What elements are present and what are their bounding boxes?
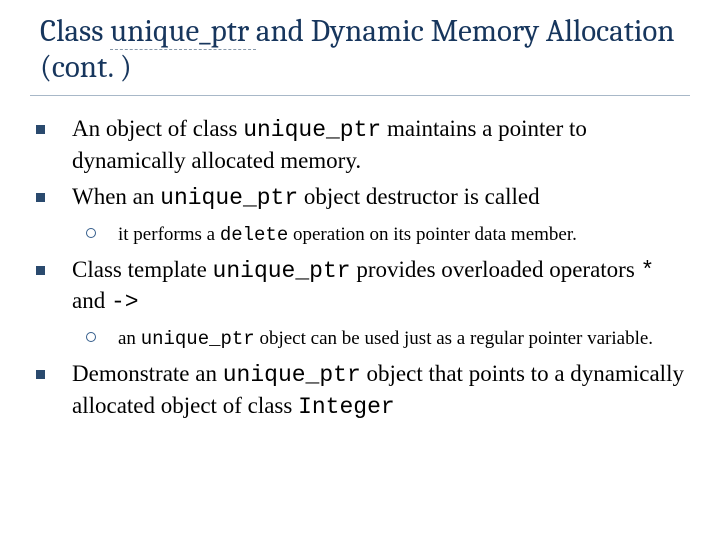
code-span: unique_ptr bbox=[223, 362, 361, 388]
code-span: Integer bbox=[298, 394, 395, 420]
code-span: * bbox=[641, 258, 655, 284]
bullet-item: Demonstrate an unique_ptr object that po… bbox=[32, 359, 690, 423]
text-span: an bbox=[118, 328, 141, 349]
circle-bullet-icon bbox=[86, 228, 96, 238]
slide-title: Class unique_ptr and Dynamic Memory Allo… bbox=[30, 14, 690, 96]
text-span: object bbox=[255, 328, 311, 349]
sub-bullet-text: it performs a delete operation on its po… bbox=[118, 224, 577, 245]
text-span: Demonstrate an bbox=[72, 361, 223, 386]
slide-content: An object of class unique_ptr maintains … bbox=[30, 100, 690, 423]
sub-bullet-text: an unique_ptr object can be used just as… bbox=[118, 328, 653, 349]
square-bullet-icon bbox=[36, 370, 45, 379]
text-span: and bbox=[72, 288, 111, 313]
code-span: unique_ptr bbox=[141, 328, 255, 350]
code-span: delete bbox=[220, 224, 288, 246]
bullet-item: An object of class unique_ptr maintains … bbox=[32, 114, 690, 176]
bullet-list: An object of class unique_ptr maintains … bbox=[30, 114, 690, 423]
bullet-text: Demonstrate an unique_ptr object that po… bbox=[72, 361, 684, 418]
text-span: When an bbox=[72, 184, 160, 209]
square-bullet-icon bbox=[36, 193, 45, 202]
text-span: unique_ptr bbox=[110, 13, 256, 50]
code-span: unique_ptr bbox=[243, 117, 381, 143]
code-span: unique_ptr bbox=[160, 185, 298, 211]
text-span: operation on its pointer data member. bbox=[288, 224, 577, 245]
sub-bullet-item: an unique_ptr object can be used just as… bbox=[80, 326, 690, 353]
bullet-item: Class template unique_ptr provides overl… bbox=[32, 255, 690, 353]
bullet-text: When an unique_ptr object destructor is … bbox=[72, 184, 540, 209]
text-span: object destructor is called bbox=[298, 184, 539, 209]
sub-bullet-list: it performs a delete operation on its po… bbox=[72, 222, 690, 249]
text-span: Class template bbox=[72, 257, 213, 282]
square-bullet-icon bbox=[36, 125, 45, 134]
text-span: provides overloaded operators bbox=[351, 257, 641, 282]
sub-bullet-list: an unique_ptr object can be used just as… bbox=[72, 326, 690, 353]
text-span: can be used just as a regular pointer va… bbox=[311, 328, 653, 349]
code-span: unique_ptr bbox=[213, 258, 351, 284]
code-span: -> bbox=[111, 289, 139, 315]
text-span: An object of class bbox=[72, 116, 243, 141]
text-span: Class bbox=[40, 13, 110, 49]
slide: Class unique_ptr and Dynamic Memory Allo… bbox=[0, 0, 720, 540]
bullet-item: When an unique_ptr object destructor is … bbox=[32, 182, 690, 249]
sub-bullet-item: it performs a delete operation on its po… bbox=[80, 222, 690, 249]
bullet-text: Class template unique_ptr provides overl… bbox=[72, 257, 654, 314]
text-span: it performs a bbox=[118, 224, 220, 245]
square-bullet-icon bbox=[36, 266, 45, 275]
circle-bullet-icon bbox=[86, 332, 96, 342]
bullet-text: An object of class unique_ptr maintains … bbox=[72, 116, 587, 173]
